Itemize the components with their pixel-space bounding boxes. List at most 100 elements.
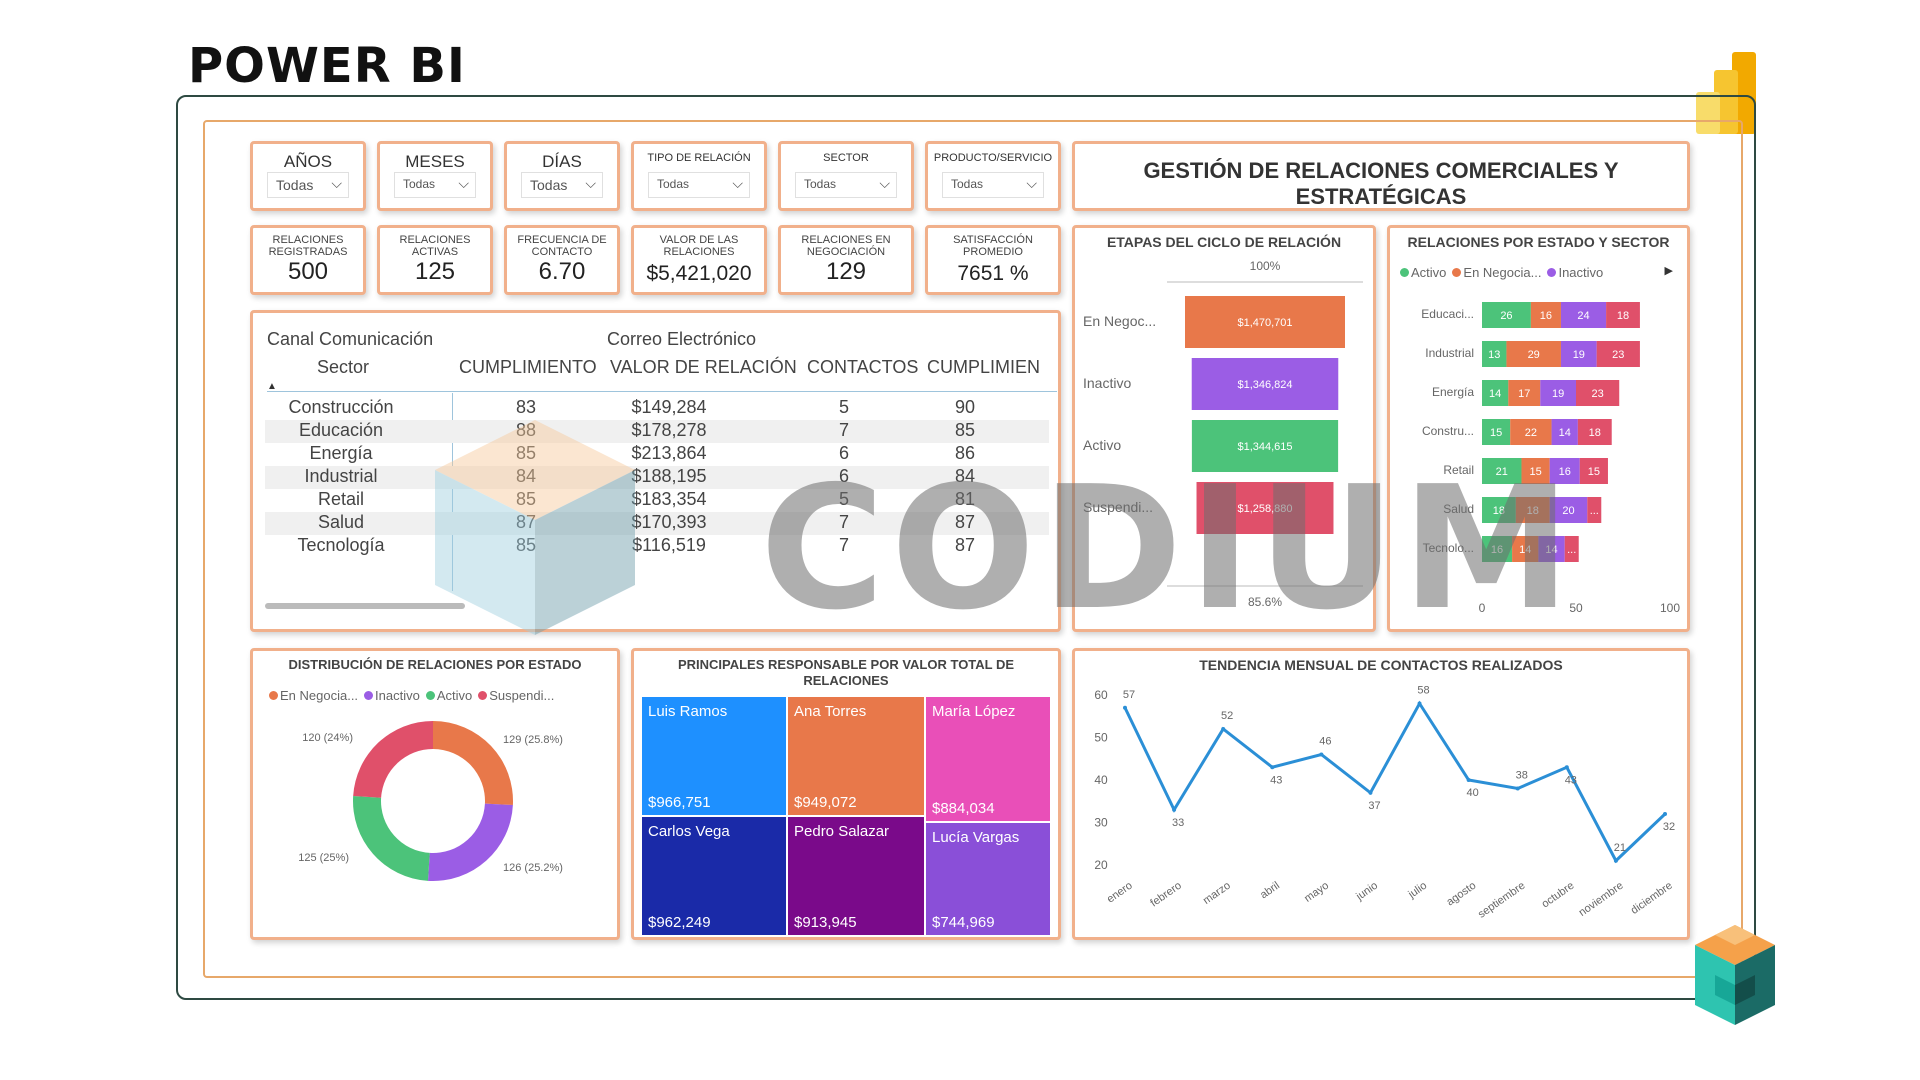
donut-slice <box>433 721 513 806</box>
stacked-segment <box>1560 341 1597 367</box>
slicer-dropdown[interactable]: Todas ⌵ <box>521 172 603 198</box>
line-chart-title: TENDENCIA MENSUAL DE CONTACTOS REALIZADO… <box>1199 657 1563 673</box>
legend-dot <box>425 691 435 700</box>
slicer-days[interactable]: DÍAS Todas ⌵ <box>504 141 620 211</box>
sort-ascending-icon[interactable]: ▲ <box>267 381 277 392</box>
y-tick-label: 60 <box>1094 688 1108 702</box>
table-cell: 85 <box>954 420 976 440</box>
chevron-down-icon: ⌵ <box>331 175 342 191</box>
stacked-segment <box>1530 302 1561 328</box>
table-cell: Energía <box>309 443 373 463</box>
treemap-tile[interactable]: Luis Ramos $966,751 <box>642 697 786 815</box>
segment-value: 17 <box>1518 388 1530 400</box>
kpi-value: 6.70 <box>538 258 586 285</box>
treemap-tile[interactable]: Pedro Salazar $913,945 <box>788 817 924 935</box>
legend-dot <box>478 691 488 700</box>
funnel-chart[interactable]: 100% $1,470,701 En Negoc... $1,346,824 Inact… <box>1075 256 1373 630</box>
line-point <box>1368 790 1373 795</box>
column-header-sector[interactable]: Sector <box>316 357 370 377</box>
x-tick-label: enero <box>1105 880 1135 906</box>
table-cell: 7 <box>838 512 849 532</box>
legend-label: Inactivo <box>375 688 420 703</box>
slicer-dropdown[interactable]: Todas ⌵ <box>942 172 1044 198</box>
stacked-segment <box>1482 380 1509 406</box>
sector-matrix-table[interactable]: Canal Comunicación Correo Electrónico Se… <box>250 310 1061 632</box>
table-row[interactable]: Retail 85 $183,354 5 81 <box>265 489 1049 512</box>
donut-chart[interactable]: 129 (25.8%) 126 (25.2%) 125 (25%) 120 (24%) <box>253 711 617 937</box>
table-cell: 85 <box>471 489 581 510</box>
segment-value: 14 <box>1519 544 1531 556</box>
table-row[interactable]: Energía 85 $213,864 6 86 <box>265 443 1049 466</box>
segment-value: 13 <box>1488 349 1500 361</box>
legend-item[interactable]: Inactivo <box>1547 265 1603 280</box>
slicer-years[interactable]: AÑOS Todas ⌵ <box>250 141 366 211</box>
treemap-tile[interactable]: Lucía Vargas $744,969 <box>926 823 1050 935</box>
data-label: 37 <box>1368 800 1380 812</box>
legend-item[interactable]: Activo <box>425 688 472 703</box>
funnel-stage-bar <box>1191 420 1339 472</box>
table-cell: 6 <box>838 466 849 486</box>
legend-item[interactable]: Suspendi... <box>478 688 554 703</box>
table-cell: 85 <box>471 443 581 464</box>
table-cell: $178,278 <box>631 420 707 440</box>
caret-right-icon[interactable]: ▶ <box>1664 265 1673 277</box>
stacked-bar-chart[interactable]: Educaci... 26 16 24 18 Industrial 13 29 19 23 Ener… <box>1390 288 1687 628</box>
line-chart[interactable]: 60 50 40 30 20 57 33 52 43 46 37 58 40 38 43 21 32 enero f… <box>1075 675 1687 937</box>
treemap-tile[interactable]: Ana Torres $949,072 <box>788 697 924 815</box>
slicer-dropdown[interactable]: Todas ⌵ <box>648 172 750 198</box>
legend-item[interactable]: Activo <box>1400 265 1446 280</box>
x-tick-label: 50 <box>1569 601 1583 615</box>
table-cell: 87 <box>954 535 976 555</box>
slicer-dropdown[interactable]: Todas ⌵ <box>267 172 349 198</box>
x-tick-label: mayo <box>1302 880 1331 905</box>
column-header-contacts[interactable]: CONTACTOS <box>807 357 919 377</box>
horizontal-scrollbar[interactable] <box>265 603 465 609</box>
table-cell: 81 <box>954 489 976 509</box>
line-point <box>1564 765 1569 770</box>
line-point <box>1466 778 1471 782</box>
slicer-dropdown[interactable]: Todas ⌵ <box>394 172 476 198</box>
table-cell: 87 <box>954 512 976 532</box>
slicer-dropdown[interactable]: Todas ⌵ <box>795 172 897 198</box>
stacked-segment <box>1564 536 1579 562</box>
slicer-relation-type[interactable]: TIPO DE RELACIÓN Todas ⌵ <box>631 141 767 211</box>
table-cell: $183,354 <box>631 489 707 509</box>
table-row[interactable]: Tecnología 85 $116,519 7 87 <box>265 535 1049 558</box>
treemap-tile-value: $884,034 <box>932 800 995 817</box>
treemap-title: PRINCIPALES RESPONSABLE POR VALOR TOTAL … <box>677 657 1015 688</box>
column-header-relation-value[interactable]: VALOR DE RELACIÓN <box>610 357 797 377</box>
legend-item[interactable]: Inactivo <box>364 688 420 703</box>
column-header-compliance[interactable]: CUMPLIMIENTO <box>459 357 597 377</box>
segment-value: 15 <box>1588 466 1600 478</box>
legend-label: En Negocia... <box>280 688 359 703</box>
segment-value: 23 <box>1591 388 1603 400</box>
table-row[interactable]: Industrial 84 $188,195 6 84 <box>265 466 1049 489</box>
legend-dot <box>364 691 374 700</box>
treemap-tile[interactable]: María López $884,034 <box>926 697 1050 821</box>
legend-item[interactable]: En Negocia... <box>269 688 358 703</box>
legend-item[interactable]: En Negocia... <box>1452 265 1541 280</box>
treemap-tile-name: Carlos Vega <box>648 823 730 840</box>
table-row[interactable]: Salud 87 $170,393 7 87 <box>265 512 1049 535</box>
slicer-months[interactable]: MESES Todas ⌵ <box>377 141 493 211</box>
table-row[interactable]: Educación 88 $178,278 7 85 <box>265 420 1049 443</box>
treemap-tile[interactable]: Carlos Vega $962,249 <box>642 817 786 935</box>
x-tick-label: 0 <box>1479 601 1486 615</box>
table-row[interactable]: Construcción 83 $149,284 5 90 <box>265 397 1049 420</box>
slicer-value: Todas <box>804 177 837 191</box>
segment-value: 15 <box>1529 466 1541 478</box>
kpi-label: VALOR DE LAS RELACIONES <box>659 234 739 258</box>
column-header-compliance-2[interactable]: CUMPLIMIEN <box>927 357 1041 377</box>
treemap-chart[interactable]: Luis Ramos $966,751 Ana Torres $949,072 Marí… <box>642 697 1050 935</box>
table-cell: Retail <box>317 489 365 509</box>
slicer-product-service[interactable]: PRODUCTO/SERVICIO Todas ⌵ <box>925 141 1061 211</box>
segment-value: 18 <box>1617 310 1629 322</box>
slicer-sector[interactable]: SECTOR Todas ⌵ <box>778 141 914 211</box>
category-label: Educaci... <box>1421 307 1474 321</box>
table-cell: Educación <box>298 420 384 440</box>
legend-label: Suspendi... <box>489 688 555 703</box>
kpi-registered: RELACIONES REGISTRADAS 500 <box>250 225 366 295</box>
segment-value: 23 <box>1612 349 1624 361</box>
data-label: 52 <box>1221 710 1233 722</box>
cube-logo-icon <box>1695 925 1775 1025</box>
